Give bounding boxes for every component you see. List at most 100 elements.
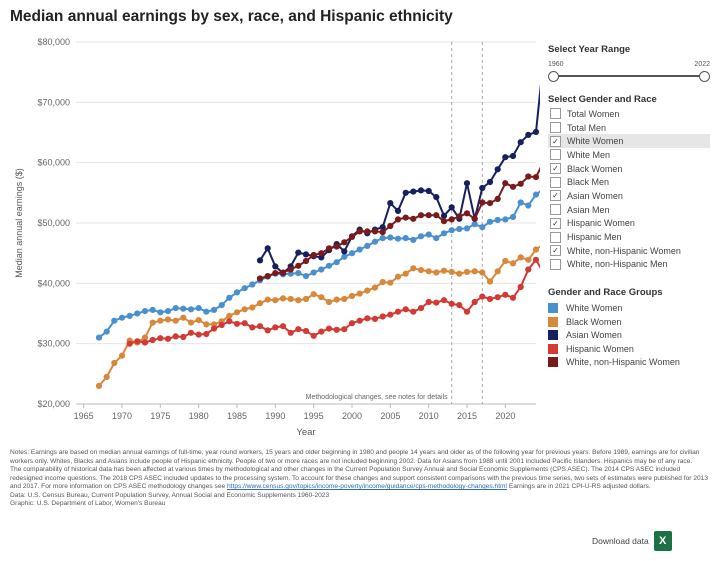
checkbox[interactable]: ✓ [550, 217, 561, 229]
year-range-min: 1960 [548, 61, 564, 68]
data-point [118, 314, 126, 321]
data-point [164, 316, 172, 323]
slider-handle-end[interactable] [699, 71, 710, 82]
data-point [264, 245, 271, 252]
notes-line-1: Notes: Earnings are based on median annu… [10, 449, 700, 465]
checkbox[interactable]: ✓ [550, 163, 561, 175]
data-point [502, 180, 509, 187]
data-point [433, 269, 440, 276]
data-point [180, 333, 187, 341]
page-title: Median annual earnings by sex, race, and… [10, 8, 453, 25]
filter-option[interactable]: Black Men [548, 175, 710, 189]
data-point [180, 305, 187, 312]
checkbox[interactable]: ✓ [550, 245, 561, 257]
checkbox[interactable] [550, 231, 561, 243]
data-point [149, 306, 156, 313]
data-point [318, 266, 325, 273]
notes-line-2: The comparability of historical data has… [10, 466, 710, 492]
data-point [111, 317, 118, 324]
legend-item: White, non-Hispanic Women [548, 355, 710, 369]
data-point [157, 317, 164, 324]
data-point [502, 154, 509, 161]
data-point [318, 294, 325, 301]
filter-option[interactable]: ✓ Asian Women [548, 189, 710, 203]
data-point [187, 329, 195, 336]
filter-option[interactable]: Asian Men [548, 203, 710, 217]
checkbox[interactable] [550, 108, 561, 120]
legend-label: Hispanic Women [566, 343, 634, 354]
data-point [287, 329, 294, 336]
checkbox[interactable] [550, 204, 561, 216]
data-point [226, 294, 233, 301]
slider-handle-start[interactable] [548, 71, 559, 82]
data-point [325, 325, 333, 332]
checkbox[interactable]: ✓ [550, 135, 561, 147]
legend-label: Asian Women [566, 330, 622, 340]
x-tick-label: 1985 [227, 411, 247, 421]
data-point [318, 328, 325, 335]
filter-option[interactable]: ✓ Hispanic Women [548, 217, 710, 231]
filter-option[interactable]: Total Men [548, 121, 710, 135]
data-point [302, 257, 310, 265]
data-point [302, 327, 310, 335]
year-range-slider[interactable] [548, 70, 710, 82]
filter-option-label: White Women [567, 136, 624, 147]
download-data-label: Download data [592, 536, 649, 546]
data-point [425, 268, 432, 275]
data-point [356, 246, 363, 253]
data-point [364, 287, 371, 294]
data-point [463, 268, 471, 275]
data-point [141, 339, 149, 346]
filter-option[interactable]: Hispanic Men [548, 230, 710, 244]
data-point [502, 257, 509, 265]
filter-option-label: Asian Women [567, 190, 623, 201]
checkbox[interactable] [550, 176, 561, 188]
data-point [448, 268, 455, 275]
filter-option[interactable]: ✓ White, non-Hispanic Women [548, 244, 710, 258]
filter-option[interactable]: Total Women [548, 107, 710, 121]
data-point [241, 320, 248, 327]
data-point [532, 128, 540, 135]
checkbox[interactable] [550, 258, 561, 270]
data-point [494, 216, 501, 224]
data-point [95, 382, 103, 389]
filter-option[interactable]: White Men [548, 148, 710, 162]
data-point [256, 275, 264, 282]
data-point [333, 259, 340, 266]
checkbox[interactable] [550, 149, 561, 161]
download-data-button[interactable]: Download data X [592, 531, 672, 551]
data-point [218, 321, 225, 329]
data-point [532, 246, 540, 253]
methodology-link[interactable]: https://www.census.gov/topics/income-pov… [227, 483, 508, 491]
data-point [456, 270, 463, 277]
data-point [272, 297, 279, 304]
filter-option[interactable]: ✓ Black Women [548, 162, 710, 176]
data-point [509, 260, 517, 267]
data-point [402, 270, 409, 277]
legend: White Women Black Women Asian Women Hispani… [548, 301, 710, 369]
data-point [256, 323, 264, 330]
data-point [157, 335, 164, 342]
checkbox[interactable]: ✓ [550, 190, 561, 202]
data-point [226, 318, 233, 325]
data-point [318, 250, 325, 257]
data-point [157, 309, 164, 316]
data-point [195, 331, 202, 338]
data-point [509, 183, 517, 190]
data-point [371, 315, 379, 322]
data-point [394, 308, 402, 315]
data-point [486, 218, 494, 225]
data-point [494, 166, 501, 173]
filter-option[interactable]: ✓ White Women [548, 134, 710, 149]
data-point [295, 326, 302, 333]
data-point [325, 262, 333, 269]
checkbox[interactable] [550, 122, 561, 134]
filter-option[interactable]: White, non-Hispanic Men [548, 258, 710, 272]
data-point [433, 194, 440, 201]
data-point [203, 330, 210, 338]
notes-link-after: Earnings are in 2021 CPI-U-RS adjusted d… [507, 483, 651, 491]
data-point [295, 262, 302, 269]
data-point [417, 212, 425, 219]
data-point [249, 324, 256, 331]
data-point [279, 295, 287, 302]
